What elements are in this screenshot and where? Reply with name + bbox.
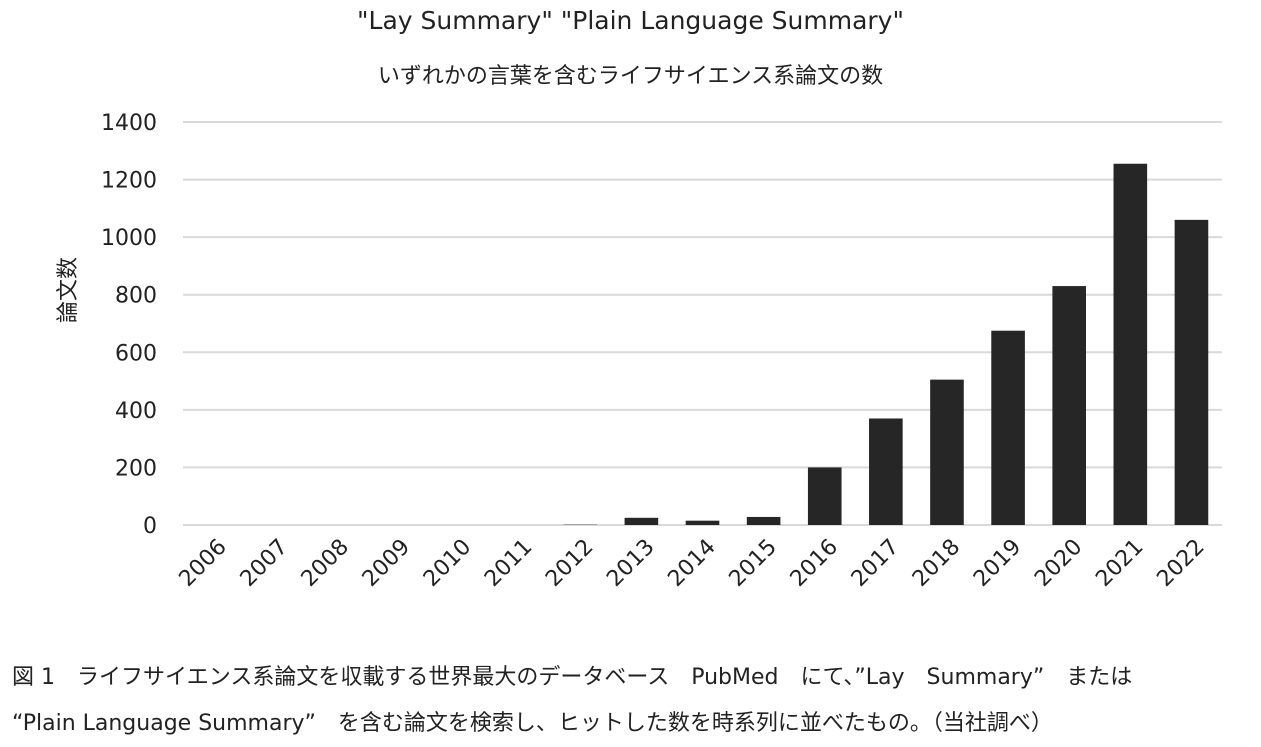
x-tick-label-2014: 2014: [663, 535, 720, 592]
bar-2015: [747, 517, 781, 525]
bar-2013: [625, 518, 659, 525]
x-tick-label-2018: 2018: [908, 535, 965, 592]
bar-2019: [991, 331, 1025, 525]
x-tick-label-2020: 2020: [1030, 535, 1087, 592]
y-tick-label-1400: 1400: [101, 111, 157, 136]
x-tick-label-2010: 2010: [419, 535, 476, 592]
bar-2018: [930, 380, 964, 525]
x-tick-label-2009: 2009: [358, 535, 415, 592]
x-tick-label-2008: 2008: [297, 535, 354, 592]
bar-2017: [869, 418, 903, 525]
bar-2020: [1052, 286, 1086, 525]
bar-2021: [1114, 164, 1148, 525]
y-tick-label-600: 600: [115, 341, 157, 366]
y-tick-label-400: 400: [115, 399, 157, 424]
caption-line-2: “Plain Language Summary” を含む論文を検索し、ヒットした…: [12, 701, 1257, 747]
x-tick-label-2006: 2006: [175, 535, 232, 592]
figure-caption: 図 1 ライフサイエンス系論文を収載する世界最大のデータベース PubMed に…: [12, 655, 1257, 747]
x-tick-label-2021: 2021: [1091, 535, 1148, 592]
x-tick-label-2022: 2022: [1152, 535, 1209, 592]
x-tick-label-2016: 2016: [786, 535, 843, 592]
x-tick-label-2012: 2012: [541, 535, 598, 592]
y-tick-label-0: 0: [143, 514, 157, 539]
x-tick-label-2013: 2013: [602, 535, 659, 592]
y-tick-label-800: 800: [115, 284, 157, 309]
y-tick-label-200: 200: [115, 456, 157, 481]
bar-2016: [808, 467, 842, 525]
x-tick-label-2007: 2007: [236, 535, 293, 592]
y-tick-label-1200: 1200: [101, 169, 157, 194]
x-tick-label-2017: 2017: [847, 535, 904, 592]
x-tick-label-2019: 2019: [969, 535, 1026, 592]
x-tick-label-2011: 2011: [480, 535, 537, 592]
x-tick-label-2015: 2015: [725, 535, 782, 592]
caption-line-1: 図 1 ライフサイエンス系論文を収載する世界最大のデータベース PubMed に…: [12, 655, 1257, 701]
bar-2022: [1175, 220, 1209, 525]
y-tick-label-1000: 1000: [101, 226, 157, 251]
bar-2014: [686, 521, 720, 525]
